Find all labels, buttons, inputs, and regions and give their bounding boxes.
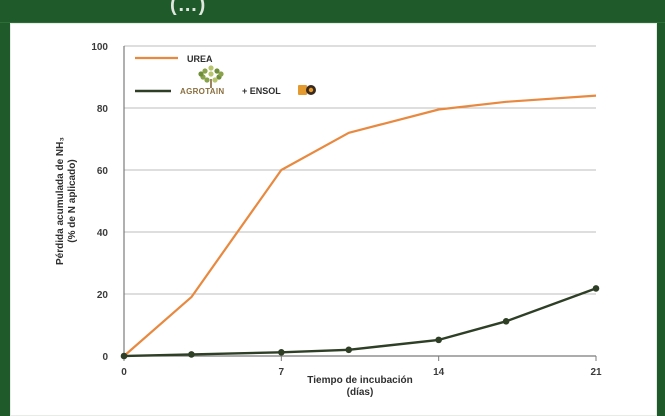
legend-label-ensol: + ENSOL (242, 86, 281, 96)
y-tick-label: 40 (97, 228, 109, 239)
series-line-urea (123, 94, 597, 357)
tree-leaf (204, 77, 210, 83)
data-point (120, 352, 128, 360)
y-tick-label: 100 (91, 42, 108, 53)
tree-leaf (208, 71, 214, 77)
x-tick-label: 21 (590, 367, 602, 378)
header-strip: (…) (0, 0, 665, 23)
y-axis-label: Pérdida acumulada de NH₃ (55, 137, 66, 265)
ensol-square-icon (298, 85, 307, 95)
data-point (278, 348, 285, 356)
data-point (592, 285, 600, 292)
header-title: (…) (170, 0, 207, 16)
tree-leaf (208, 65, 214, 71)
series-line-agrotain-ensol (123, 287, 597, 358)
y-axis-label-units: (% de N aplicado) (67, 159, 78, 242)
y-tick-label: 20 (97, 290, 109, 301)
x-tick-label: 14 (433, 367, 445, 378)
x-axis-label: Tiempo de incubación (307, 375, 412, 386)
chart-svg: 0 20 40 60 80 100 0 7 14 21 Tiempo de incubación(d… (55, 42, 602, 398)
legend-label-urea: UREA (187, 54, 213, 64)
tree-leaf (212, 77, 218, 83)
x-axis-label-units: (días) (347, 387, 374, 398)
tree-leaf (198, 71, 204, 77)
data-point (502, 317, 510, 325)
chart-panel: 0 20 40 60 80 100 0 7 14 21 Tiempo de incubación (d… (10, 23, 657, 416)
y-tick-label: 80 (97, 104, 109, 115)
data-point (435, 336, 442, 344)
data-point (345, 346, 353, 354)
agrotain-tree-icon (198, 65, 224, 83)
agrotain-logo-text: AGROTAIN (180, 87, 224, 96)
y-tick-label: 60 (97, 166, 109, 177)
y-tick-label: 0 (102, 352, 108, 363)
x-tick-label: 0 (121, 367, 127, 378)
tree-leaf (214, 68, 220, 74)
ensol-circle-core (308, 87, 314, 93)
data-point (188, 351, 195, 358)
x-tick-label: 7 (279, 367, 285, 378)
tree-leaf (218, 71, 224, 77)
tree-leaf (202, 68, 208, 74)
